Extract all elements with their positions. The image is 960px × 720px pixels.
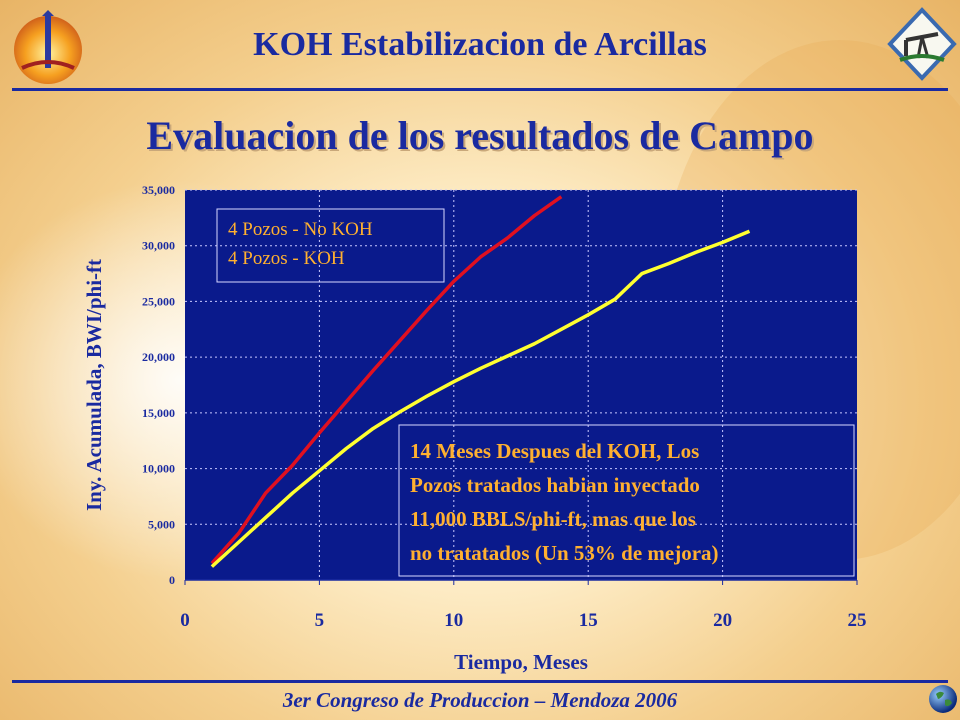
footer-text: 3er Congreso de Produccion – Mendoza 200… [282,688,678,712]
x-tick-label: 5 [315,610,325,631]
legend-entry: 4 Pozos - KOH [228,248,345,269]
globe-icon [929,685,957,713]
y-tick-label: 20,000 [142,350,175,364]
y-tick-label: 10,000 [142,462,175,476]
x-tick-label: 25 [848,610,867,631]
y-axis-label: Iny. Acumulada, BWI/phi-ft [82,259,106,511]
footer-rule [12,680,948,683]
x-tick-label: 15 [579,610,598,631]
page-title: Evaluacion de los resultados de Campo [146,113,814,158]
pumpjack-logo-icon [887,7,957,81]
y-tick-label: 5,000 [148,517,175,531]
series-line-koh [210,229,751,568]
x-tick-label: 20 [713,610,732,631]
series-line-no-koh [210,195,563,565]
annotation: 14 Meses Despues del KOH, Los Pozos trata… [398,424,855,577]
annotation-box [398,424,855,577]
annotation-line: Pozos tratados habian inyectado [410,473,700,497]
legend: 4 Pozos - No KOH 4 Pozos - KOH [216,208,445,283]
x-axis-label: Tiempo, Meses [454,650,588,674]
y-tick-label: 30,000 [142,239,175,253]
annotation-line: 11,000 BBLS/phi-ft, mas que los [410,507,696,531]
annotation-line: 14 Meses Despues del KOH, Los [410,439,699,463]
legend-box [216,208,445,283]
y-tick-label: 0 [169,573,175,587]
y-tick-label: 25,000 [142,294,175,308]
plot-area [185,190,857,580]
y-tick-label: 15,000 [142,406,175,420]
header-title: KOH Estabilizacion de Arcillas [253,26,707,63]
x-tick-label: 10 [444,610,463,631]
oil-drop-logo-icon [14,10,82,84]
annotation-line: no tratatados (Un 53% de mejora) [410,541,719,565]
x-tick-label: 0 [180,610,190,631]
legend-entry: 4 Pozos - No KOH [228,219,373,240]
header-rule [12,88,948,91]
y-tick-label: 35,000 [142,183,175,197]
